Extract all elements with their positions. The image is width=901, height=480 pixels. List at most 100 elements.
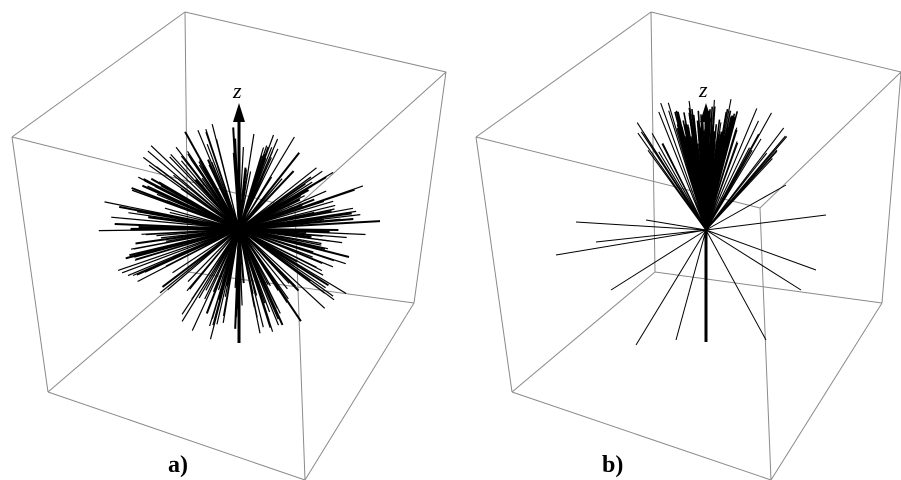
cube-edge xyxy=(654,271,883,304)
ray-line xyxy=(238,134,275,230)
ray-line xyxy=(661,143,707,231)
ray-line xyxy=(208,177,240,230)
ray-line xyxy=(205,228,240,291)
ray-line xyxy=(217,166,240,230)
cube-edge xyxy=(304,302,415,480)
ray-line xyxy=(238,228,346,265)
ray-line xyxy=(238,228,366,236)
ray-line xyxy=(238,204,303,230)
ray-line xyxy=(695,131,707,231)
cube-edge xyxy=(184,11,447,73)
ray-line xyxy=(188,156,240,230)
ray-line xyxy=(238,228,279,291)
ray-line xyxy=(667,102,707,231)
cube-edge xyxy=(47,391,306,480)
ray-line xyxy=(705,229,817,271)
ray-line xyxy=(238,228,326,250)
ray-line xyxy=(238,228,326,309)
ray-line xyxy=(238,200,325,230)
ray-line xyxy=(238,228,323,272)
ray-line xyxy=(191,228,240,331)
ray-line xyxy=(238,228,270,321)
ray-line xyxy=(575,221,707,231)
ray-line xyxy=(705,127,738,231)
ray-line xyxy=(705,184,787,231)
cube-b xyxy=(475,11,901,480)
panel-label-a: a) xyxy=(168,452,188,478)
ray-line xyxy=(238,220,381,230)
ray-line xyxy=(238,168,287,230)
ray-line xyxy=(238,228,258,318)
ray-line xyxy=(172,228,240,274)
ray-line xyxy=(705,147,750,231)
ray-line xyxy=(238,228,300,292)
z-axis-label: z xyxy=(698,77,708,102)
panel-b: z b) xyxy=(475,11,901,480)
ray-line xyxy=(238,170,295,230)
cube-edge xyxy=(294,71,447,209)
ray-line xyxy=(224,228,240,297)
ray-bundle-a xyxy=(98,124,381,340)
cube-edge xyxy=(475,136,513,393)
ray-line xyxy=(705,142,739,231)
ray-line xyxy=(175,216,240,230)
ray-line xyxy=(150,145,240,230)
cube-edge xyxy=(413,71,447,304)
ray-bundle-b xyxy=(555,98,827,346)
ray-line xyxy=(143,178,240,230)
cube-edge xyxy=(11,136,296,209)
ray-line xyxy=(212,228,240,326)
ray-line xyxy=(238,147,265,230)
ray-line xyxy=(129,228,240,257)
cube-edge xyxy=(511,391,772,480)
z-axis-b: z xyxy=(698,77,712,342)
ray-line xyxy=(156,190,240,230)
ray-line xyxy=(238,228,334,297)
z-axis-arrowhead xyxy=(700,103,712,122)
z-axis-a: z xyxy=(232,78,245,343)
cube-edge xyxy=(881,71,901,304)
ray-line xyxy=(238,228,347,239)
ray-line xyxy=(205,228,240,314)
ray-line xyxy=(705,158,773,231)
ray-line xyxy=(132,228,240,277)
cube-edge xyxy=(770,302,883,480)
ray-line xyxy=(705,214,827,231)
ray-line xyxy=(215,138,240,230)
ray-line xyxy=(651,133,707,231)
ray-line xyxy=(705,122,722,231)
cube-edge xyxy=(650,11,901,73)
ray-line xyxy=(238,138,279,230)
cube-edge xyxy=(759,207,772,480)
cube-edge xyxy=(511,271,656,393)
ray-line xyxy=(647,149,707,231)
ray-line xyxy=(660,102,707,231)
cube-edge xyxy=(11,11,186,138)
ray-line xyxy=(155,228,240,235)
ray-line xyxy=(197,129,240,230)
ray-line xyxy=(132,189,240,230)
ray-line xyxy=(135,228,240,245)
ray-line xyxy=(238,176,312,230)
ray-line xyxy=(675,229,707,341)
ray-line xyxy=(189,228,240,290)
ray-line xyxy=(187,228,240,283)
cube-edge xyxy=(475,11,652,138)
ray-line xyxy=(117,228,240,271)
ray-line xyxy=(137,228,240,283)
ray-line xyxy=(238,228,278,309)
ray-line xyxy=(635,229,707,346)
z-axis-label: z xyxy=(232,78,242,103)
ray-line xyxy=(156,166,240,230)
ray-line xyxy=(705,124,718,231)
ray-line xyxy=(138,226,240,230)
ray-line xyxy=(645,219,707,231)
ray-line xyxy=(688,100,707,231)
ray-line xyxy=(705,121,736,231)
ray-line xyxy=(640,131,707,231)
z-axis-arrowhead xyxy=(233,103,245,122)
panel-a: z a) xyxy=(11,11,447,480)
ray-line xyxy=(705,229,802,291)
ray-line xyxy=(181,228,240,315)
